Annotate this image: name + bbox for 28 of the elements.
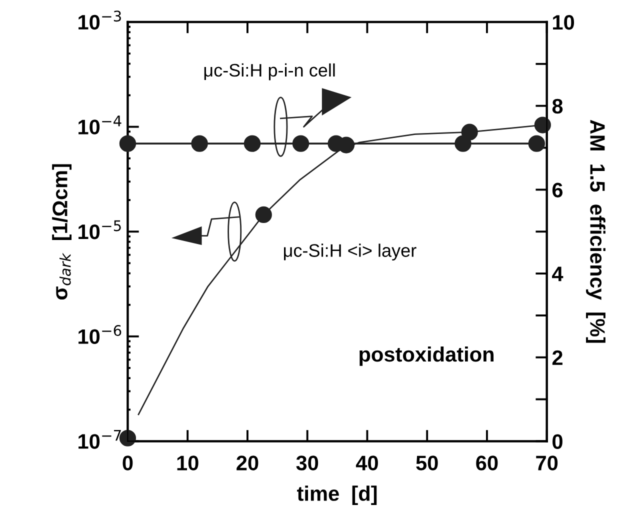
x-tick-label: 50 xyxy=(416,456,438,470)
point xyxy=(461,124,478,140)
annotation: μc-Si:H p-i-n cell xyxy=(204,63,335,80)
x-axis-title: time [d] xyxy=(297,486,377,506)
y-tick-label: 10$^{−5}$ xyxy=(78,220,121,240)
y2-tick-label: 6 xyxy=(552,182,563,198)
x-tick-label: 40 xyxy=(356,456,378,470)
annotation: postoxidation xyxy=(360,346,494,366)
x-tick-label: 30 xyxy=(296,456,318,470)
point xyxy=(255,206,272,223)
x-tick-label: 10 xyxy=(177,456,198,470)
y2-tick-label: 2 xyxy=(552,350,562,365)
y2-tick-label: 4 xyxy=(552,266,564,282)
y-tick-label: 10$^{−3}$ xyxy=(78,10,121,30)
y-tick-label: 10$^{−4}$ xyxy=(78,116,122,134)
y2-tick-label: 10 xyxy=(553,15,574,30)
point xyxy=(534,116,551,134)
y-tick-label: 10$^{−6}$ xyxy=(78,325,122,344)
x-tick-label: 70 xyxy=(536,456,558,470)
x-tick-label: 0 xyxy=(122,456,133,470)
y2-tick-label: 8 xyxy=(552,98,563,114)
y2-tick-label: 0 xyxy=(552,434,562,449)
y2-axis-title: AM 1.5 efficiency [%] xyxy=(586,120,606,343)
y-axis-title: σ$_{dark}$ [1/Ωcm] xyxy=(52,164,72,300)
x-tick-label: 60 xyxy=(476,456,498,470)
point xyxy=(119,430,136,446)
annotation: μc-Si:H <i> layer xyxy=(284,244,416,261)
x-tick-label: 20 xyxy=(236,456,258,470)
